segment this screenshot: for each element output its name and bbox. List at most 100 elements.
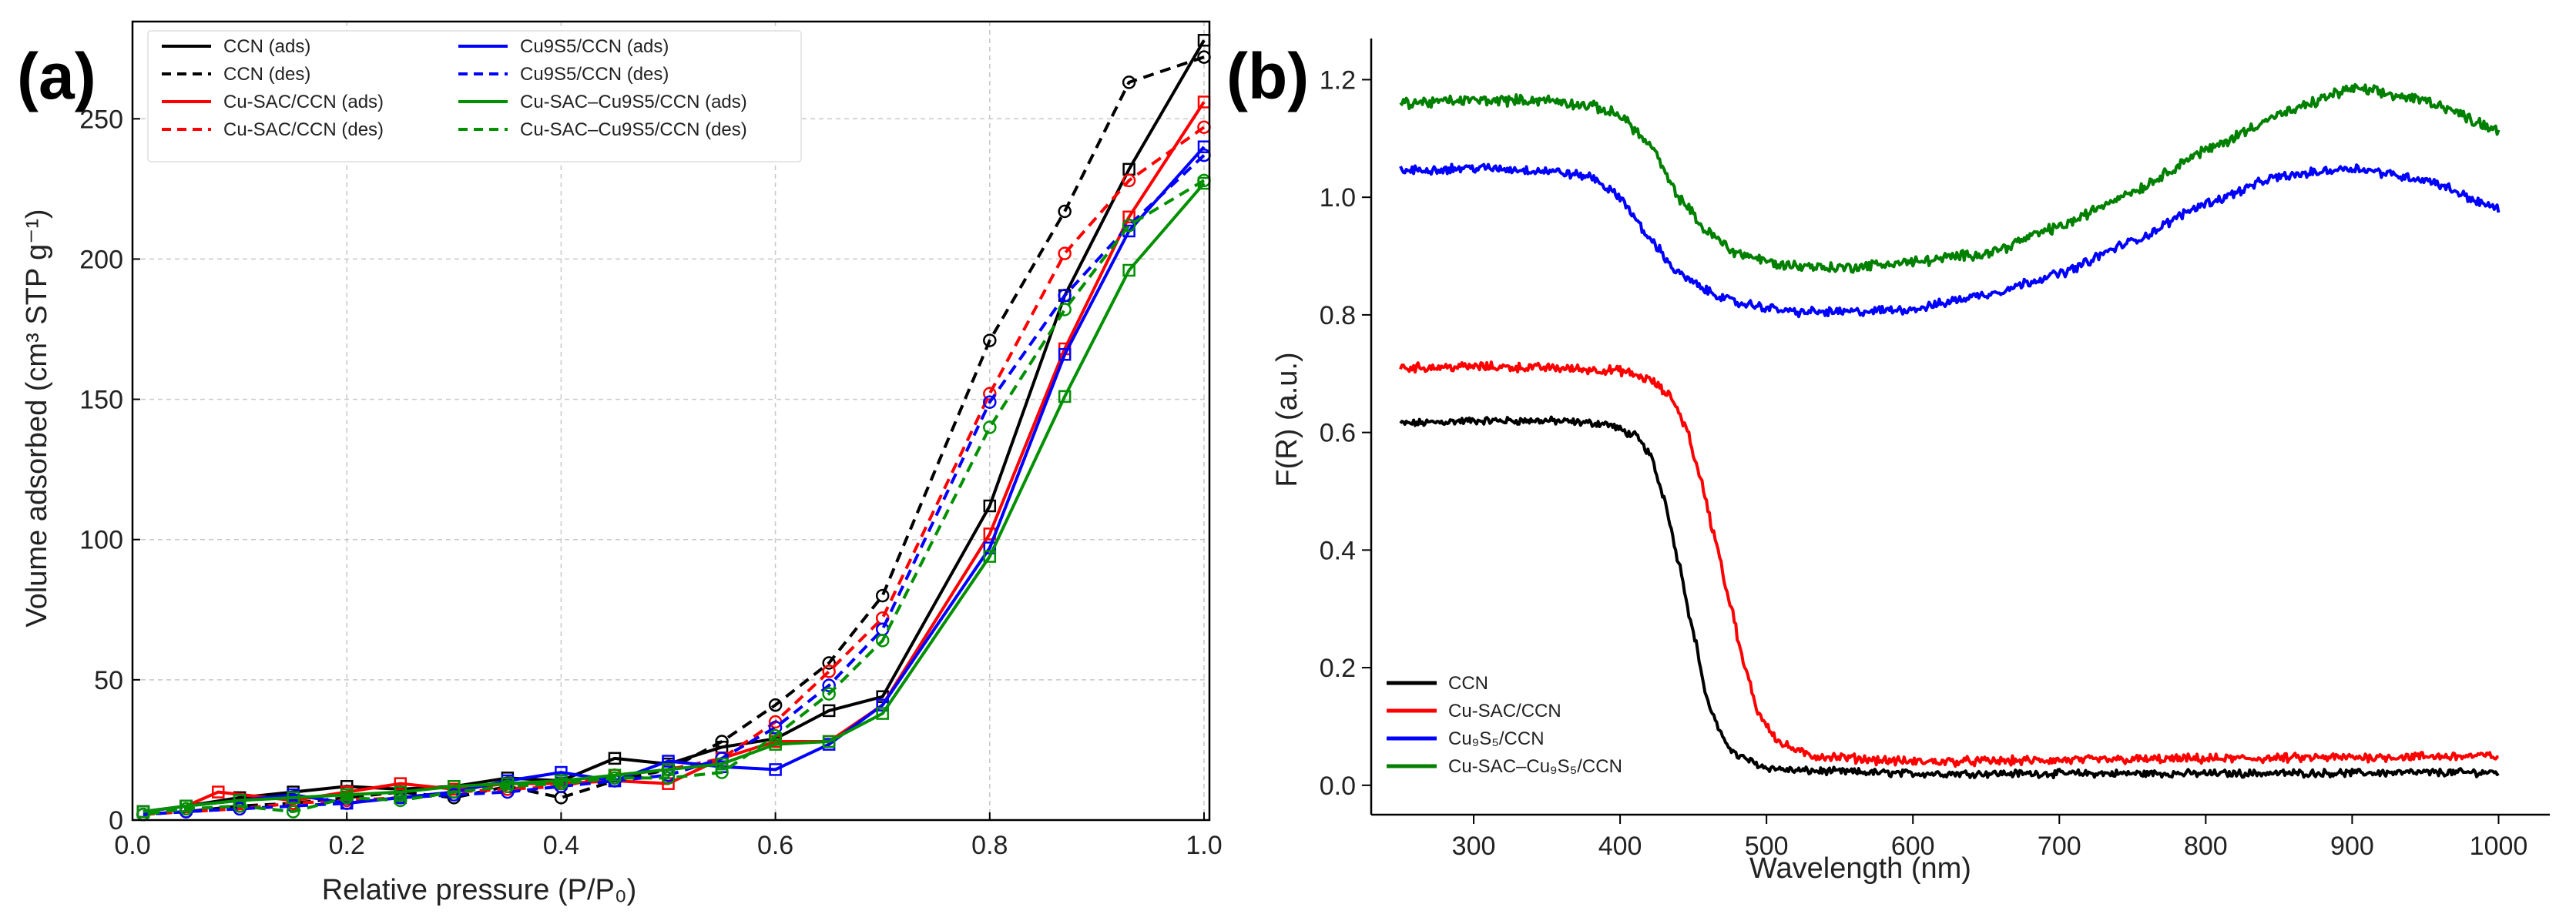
data-point xyxy=(394,793,408,808)
legend-label: Cu-SAC/CCN (ads) xyxy=(223,92,384,112)
data-point xyxy=(179,802,193,816)
panel-b-xtick-label: 700 xyxy=(2038,832,2081,861)
legend-label: Cu9S5/CCN (des) xyxy=(520,64,669,85)
data-point xyxy=(876,707,889,720)
data-point xyxy=(983,420,997,434)
panel-b-xtick-label: 300 xyxy=(1452,832,1496,861)
data-point xyxy=(233,799,247,813)
panel-b-ytick-label: 0.8 xyxy=(1320,301,1356,330)
panel-a-ytick-label: 0 xyxy=(109,806,123,835)
data-point xyxy=(340,791,354,805)
panel-b-chart: 300 400 500 600 700 800 900 1000 0.0 0.2 0.4 0.6 0.8… xyxy=(1271,39,2550,885)
data-point xyxy=(287,791,300,805)
data-point xyxy=(661,771,676,785)
data-point xyxy=(768,728,783,743)
data-point xyxy=(1122,210,1135,224)
panel-b-series xyxy=(1399,82,2501,779)
data-point xyxy=(822,665,836,678)
spectrum-line xyxy=(1399,415,2500,779)
series-line xyxy=(143,182,1206,814)
panel-b-xlabel: Wavelength (nm) xyxy=(1749,852,1971,885)
spectrum-ccn xyxy=(1399,415,2500,779)
data-point xyxy=(875,634,890,648)
panel-b-label: (b) xyxy=(1226,40,1309,112)
series-cu-sac-cu9s5-ccn-des xyxy=(136,173,1211,822)
data-point xyxy=(822,687,836,701)
legend-entry-ccn: CCN xyxy=(1387,673,1488,694)
panel-b-xtick-label: 400 xyxy=(1598,832,1642,861)
legend-label: CCN xyxy=(1448,673,1488,694)
panel-a-ytick-label: 250 xyxy=(79,105,123,134)
panel-a-legend-box xyxy=(147,30,802,162)
panel-b-ytick-label: 1.0 xyxy=(1320,183,1356,213)
series-line xyxy=(143,154,1206,816)
panel-a-chart: 0.0 0.2 0.4 0.6 0.8 1.0 0 50 100 150 200 250 Relati… xyxy=(21,20,1223,906)
data-point xyxy=(501,779,515,794)
legend-entry-cu-sac-ccn-des: Cu-SAC/CCN (des) xyxy=(162,119,384,140)
data-point xyxy=(608,752,622,765)
panel-b-xtick-label: 900 xyxy=(2330,832,2374,861)
data-point xyxy=(286,805,300,819)
legend-label: CCN (ads) xyxy=(223,36,310,57)
spectrum-line xyxy=(1399,162,2501,319)
series-line xyxy=(143,179,1206,816)
data-point xyxy=(1122,218,1136,233)
panel-a-xlabel: Relative pressure (P/P₀) xyxy=(322,874,637,906)
data-point xyxy=(1122,173,1136,188)
data-point xyxy=(394,777,407,790)
data-point xyxy=(554,776,569,791)
panel-b-xtick-label: 1000 xyxy=(2470,832,2528,861)
data-point xyxy=(983,395,997,409)
panel-a-series xyxy=(136,34,1211,822)
panel-a-xtick-label: 0.8 xyxy=(971,831,1008,860)
data-point xyxy=(1058,303,1072,316)
spectrum-cu-s-ccn xyxy=(1399,162,2501,319)
data-point xyxy=(983,333,997,347)
panel-a-xtick-label: 1.0 xyxy=(1186,831,1222,860)
legend-label: Cu₉S₅/CCN xyxy=(1448,728,1545,749)
panel-a-xtick-label: 0.0 xyxy=(114,831,150,860)
legend-label: Cu-SAC–Cu9S5/CCN (ads) xyxy=(520,92,747,112)
legend-entry-cu9s5-ccn-ads: Cu9S5/CCN (ads) xyxy=(458,36,669,57)
panel-b-xtick-label: 500 xyxy=(1745,832,1789,861)
legend-entry-ccn-ads: CCN (ads) xyxy=(162,36,310,57)
legend-label: Cu-SAC–Cu₉S₅/CCN xyxy=(1448,756,1622,777)
panel-b-frame xyxy=(1370,39,2550,816)
panel-a-xtick-label: 0.6 xyxy=(757,831,793,860)
panel-a-label: (a) xyxy=(17,40,96,112)
panel-a-ticks: 0.0 0.2 0.4 0.6 0.8 1.0 0 50 100 150 200 250 xyxy=(79,105,1222,860)
data-point xyxy=(1122,75,1136,89)
legend-label: Cu-SAC–Cu9S5/CCN (des) xyxy=(520,119,747,140)
data-point xyxy=(768,698,783,712)
panel-b-ytick-label: 1.2 xyxy=(1320,65,1356,95)
data-point xyxy=(769,763,782,776)
legend-entry-cu-sac-cu9s5-ccn-des: Cu-SAC–Cu9S5/CCN (des) xyxy=(458,119,747,140)
data-point xyxy=(212,785,225,798)
panel-a-ylabel: Volume adsorbed (cm³ STP g⁻¹) xyxy=(21,209,53,627)
data-point xyxy=(1058,390,1072,403)
data-point xyxy=(1058,289,1072,303)
data-point xyxy=(875,588,890,603)
data-point xyxy=(822,656,836,670)
legend-entry-cu-sac-cu-s-ccn: Cu-SAC–Cu₉S₅/CCN xyxy=(1387,756,1622,777)
panel-a-frame xyxy=(131,20,1211,822)
data-point xyxy=(983,550,997,563)
panel-b-ytick-label: 0.6 xyxy=(1320,419,1356,448)
data-point xyxy=(1058,246,1072,260)
panel-b-ytick-label: 0.4 xyxy=(1320,536,1356,565)
spectrum-cu-sac-ccn xyxy=(1399,360,2499,768)
legend-entry-cu-sac-ccn: Cu-SAC/CCN xyxy=(1387,701,1561,721)
legend-entry-cu-sac-cu9s5-ccn-ads: Cu-SAC–Cu9S5/CCN (ads) xyxy=(458,92,747,112)
panel-a-axes-box xyxy=(131,20,1211,822)
legend-entry-cu9s5-ccn-des: Cu9S5/CCN (des) xyxy=(458,64,669,85)
panel-b-ylabel: F(R) (a.u.) xyxy=(1271,352,1303,487)
legend-label: Cu-SAC/CCN xyxy=(1448,701,1561,721)
panel-b-xtick-label: 600 xyxy=(1891,832,1935,861)
data-point xyxy=(715,757,729,771)
legend-entry-cu-sac-ccn-ads: Cu-SAC/CCN (ads) xyxy=(162,92,384,112)
spectrum-cu-sac-cu-s-ccn xyxy=(1399,82,2501,274)
panel-a-ytick-label: 200 xyxy=(79,245,123,274)
data-point xyxy=(608,771,622,785)
data-point xyxy=(715,765,729,779)
